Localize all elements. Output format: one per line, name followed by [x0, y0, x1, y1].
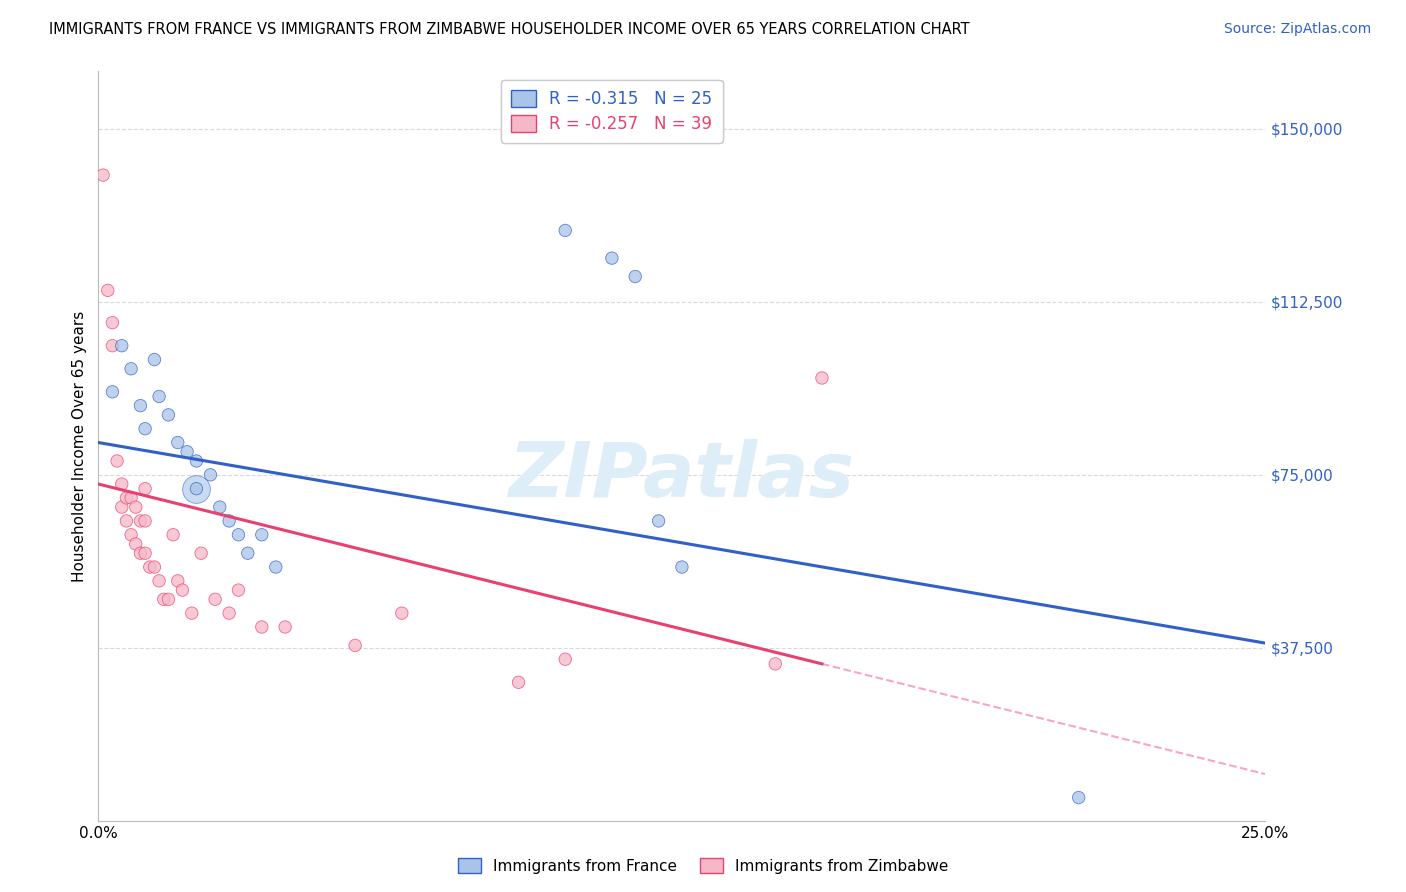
Point	[166, 435, 188, 450]
Point	[228, 528, 250, 542]
Point	[763, 657, 786, 671]
Point	[115, 514, 138, 528]
Point	[671, 560, 693, 574]
Point	[101, 316, 124, 330]
Point	[508, 675, 530, 690]
Point	[344, 639, 367, 653]
Point	[120, 361, 142, 376]
Point	[200, 467, 222, 482]
Point	[811, 371, 834, 385]
Point	[129, 399, 152, 413]
Point	[554, 652, 576, 666]
Point	[143, 352, 166, 367]
Point	[186, 482, 208, 496]
Point	[148, 574, 170, 588]
Point	[1067, 790, 1090, 805]
Point	[624, 269, 647, 284]
Point	[208, 500, 231, 514]
Text: ZIPatlas: ZIPatlas	[509, 439, 855, 513]
Text: IMMIGRANTS FROM FRANCE VS IMMIGRANTS FROM ZIMBABWE HOUSEHOLDER INCOME OVER 65 YE: IMMIGRANTS FROM FRANCE VS IMMIGRANTS FRO…	[49, 22, 970, 37]
Point	[172, 583, 194, 598]
Text: Source: ZipAtlas.com: Source: ZipAtlas.com	[1223, 22, 1371, 37]
Point	[101, 339, 124, 353]
Point	[166, 574, 188, 588]
Point	[152, 592, 174, 607]
Point	[105, 454, 128, 468]
Point	[391, 606, 413, 620]
Point	[125, 537, 148, 551]
Point	[274, 620, 297, 634]
Point	[91, 168, 114, 182]
Point	[600, 251, 623, 265]
Point	[129, 514, 152, 528]
Point	[139, 560, 162, 574]
Point	[157, 408, 180, 422]
Point	[143, 560, 166, 574]
Legend: R = -0.315   N = 25, R = -0.257   N = 39: R = -0.315 N = 25, R = -0.257 N = 39	[501, 79, 723, 143]
Point	[134, 546, 156, 560]
Point	[125, 500, 148, 514]
Point	[148, 389, 170, 403]
Point	[554, 223, 576, 237]
Point	[111, 339, 134, 353]
Point	[218, 514, 240, 528]
Point	[250, 620, 273, 634]
Point	[157, 592, 180, 607]
Point	[111, 477, 134, 491]
Point	[111, 500, 134, 514]
Y-axis label: Householder Income Over 65 years: Householder Income Over 65 years	[72, 310, 87, 582]
Point	[204, 592, 226, 607]
Point	[97, 284, 120, 298]
Legend: Immigrants from France, Immigrants from Zimbabwe: Immigrants from France, Immigrants from …	[451, 852, 955, 880]
Point	[186, 482, 208, 496]
Point	[134, 422, 156, 436]
Point	[228, 583, 250, 598]
Point	[115, 491, 138, 505]
Point	[186, 454, 208, 468]
Point	[264, 560, 287, 574]
Point	[180, 606, 202, 620]
Point	[120, 528, 142, 542]
Point	[647, 514, 669, 528]
Point	[218, 606, 240, 620]
Point	[134, 514, 156, 528]
Point	[162, 528, 184, 542]
Point	[129, 546, 152, 560]
Point	[176, 444, 198, 458]
Point	[101, 384, 124, 399]
Point	[190, 546, 212, 560]
Point	[236, 546, 259, 560]
Point	[120, 491, 142, 505]
Point	[134, 482, 156, 496]
Point	[250, 528, 273, 542]
